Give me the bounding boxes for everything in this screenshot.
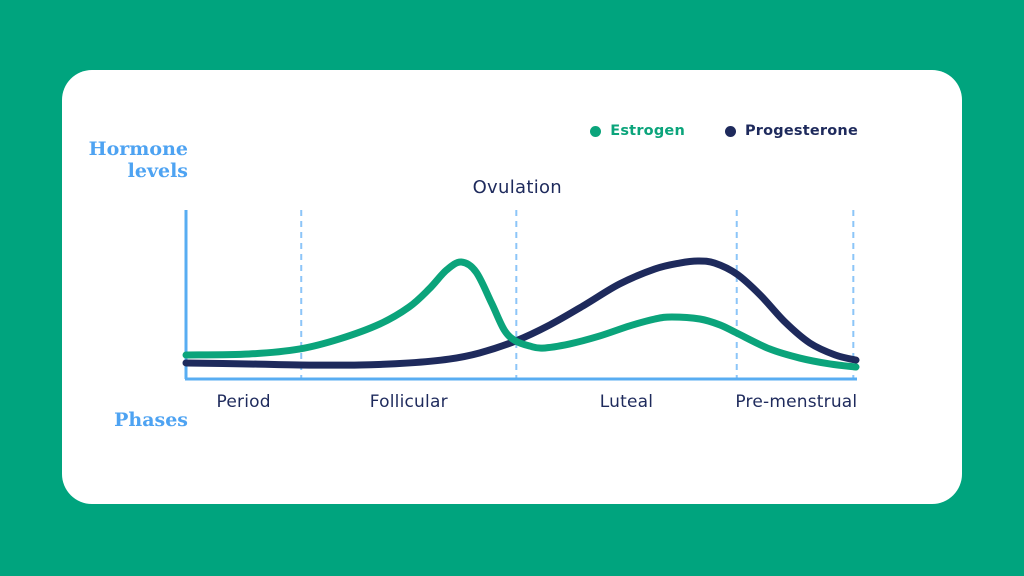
ovulation-annotation: Ovulation [472,177,563,198]
chart-legend: Estrogen Progesterone [590,123,858,139]
legend-item-estrogen: Estrogen [590,123,685,139]
phase-label-luteal: Luteal [599,392,654,412]
x-axis-label: Phases [114,409,188,431]
estrogen-dot-icon [590,125,602,137]
progesterone-dot-icon [724,125,736,137]
legend-label-progesterone: Progesterone [744,123,858,139]
y-axis-label: Hormone levels [88,138,188,182]
legend-label-estrogen: Estrogen [610,123,685,139]
progesterone-curve [182,257,860,369]
legend-item-progesterone: Progesterone [724,123,858,139]
estrogen-curve [182,258,860,371]
phase-label-pre-menstrual: Pre-menstrual [735,392,858,412]
phase-label-period: Period [216,392,271,412]
phase-label-follicular: Follicular [369,392,448,412]
chart-card [62,70,962,504]
